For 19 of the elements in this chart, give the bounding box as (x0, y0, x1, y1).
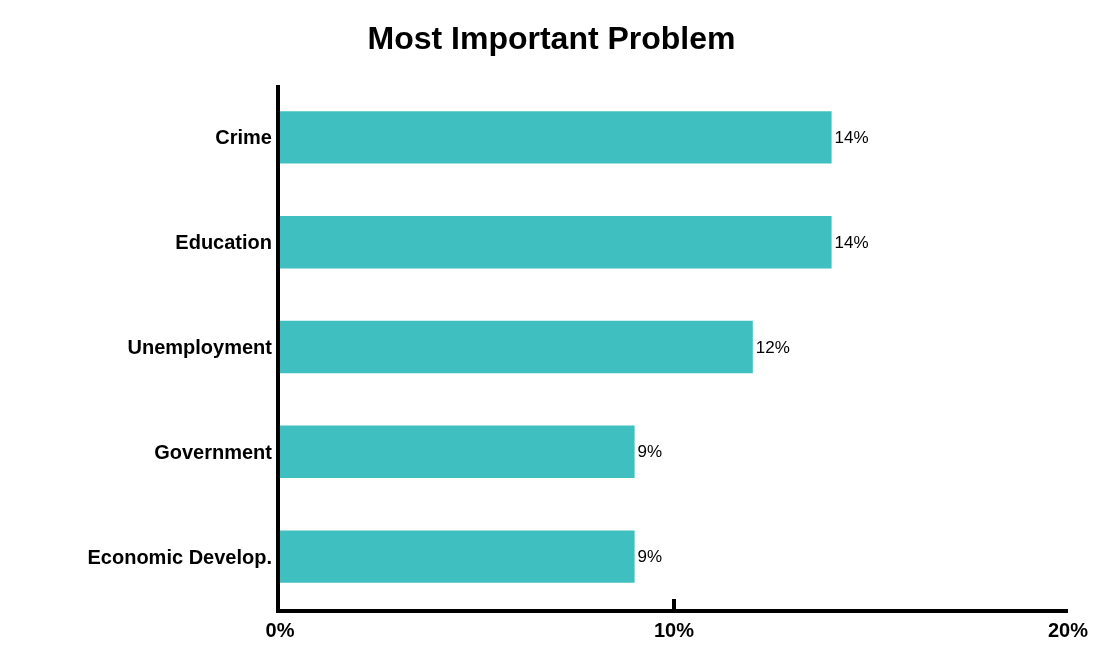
x-tick-label: 20% (1047, 619, 1089, 641)
data-label: 14% (834, 232, 869, 252)
bar (280, 320, 753, 374)
y-tick-label: Crime (215, 126, 272, 149)
bar (280, 111, 832, 164)
y-tick-label: Unemployment (127, 336, 273, 358)
bar (280, 216, 832, 269)
x-tick-label: 10% (653, 619, 695, 641)
y-tick-label: Education (175, 231, 272, 254)
data-label: 9% (637, 442, 663, 462)
data-label: 12% (755, 337, 790, 357)
bar (280, 425, 635, 478)
chart-title: Most Important Problem (367, 19, 736, 56)
data-label: 9% (637, 547, 663, 567)
x-tick-label: 0% (265, 619, 295, 641)
y-tick-label: Economic Develop. (87, 545, 272, 568)
bar (280, 530, 635, 583)
data-label: 14% (834, 127, 869, 147)
y-tick-label: Government (154, 440, 273, 463)
